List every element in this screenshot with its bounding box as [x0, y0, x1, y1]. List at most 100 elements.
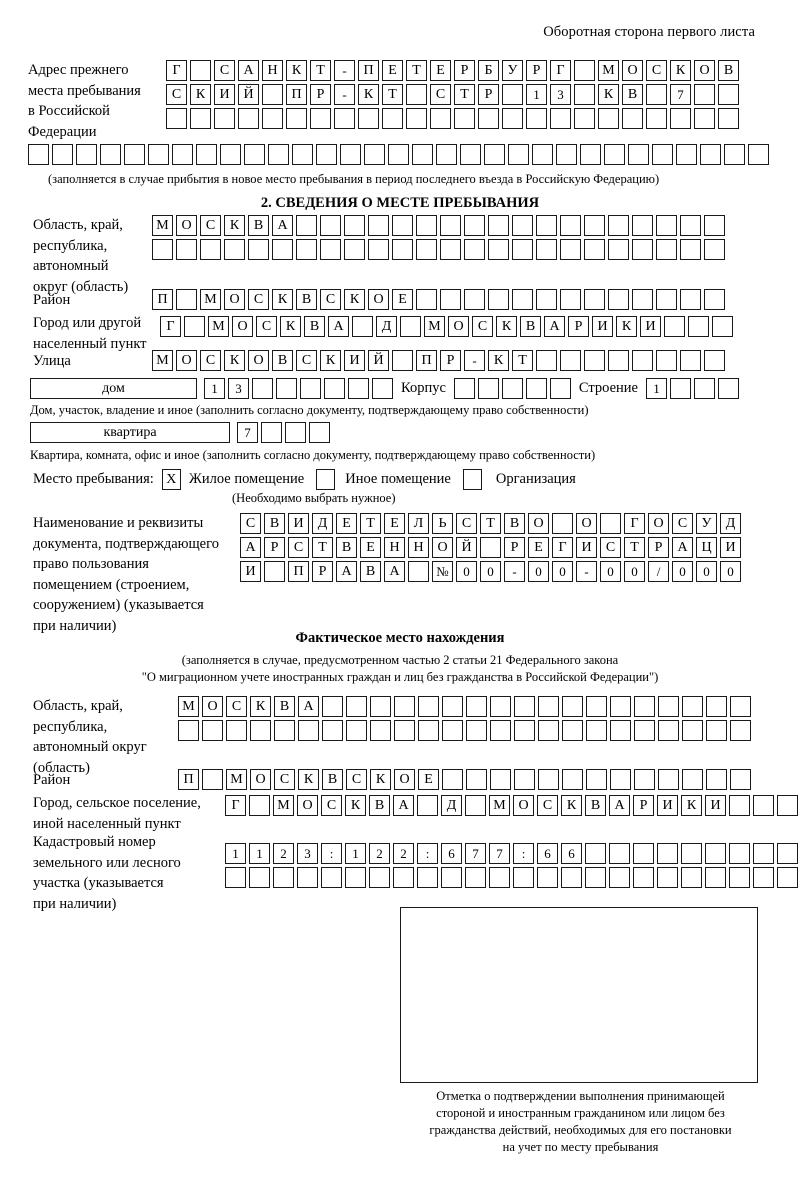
char-cell[interactable] [406, 84, 427, 105]
char-cell[interactable] [574, 60, 595, 81]
char-cell[interactable] [680, 350, 701, 371]
char-cell[interactable] [508, 144, 529, 165]
char-cell[interactable] [334, 108, 355, 129]
char-cell[interactable] [441, 867, 462, 888]
char-cell[interactable]: В [718, 60, 739, 81]
char-cell[interactable]: В [296, 289, 317, 310]
char-cell[interactable] [608, 350, 629, 371]
char-cell[interactable]: 0 [552, 561, 573, 582]
char-cell[interactable]: О [694, 60, 715, 81]
char-cell[interactable] [670, 108, 691, 129]
char-cell[interactable]: С [274, 769, 295, 790]
char-cell[interactable] [264, 561, 285, 582]
char-cell[interactable] [634, 720, 655, 741]
char-cell[interactable]: А [609, 795, 630, 816]
char-cell[interactable] [244, 144, 265, 165]
char-cell[interactable] [608, 289, 629, 310]
char-cell[interactable]: К [496, 316, 517, 337]
char-cell[interactable] [646, 108, 667, 129]
char-cell[interactable] [656, 239, 677, 260]
char-cell[interactable] [560, 289, 581, 310]
char-cell[interactable]: М [598, 60, 619, 81]
char-cell[interactable]: - [464, 350, 485, 371]
char-cell[interactable] [501, 378, 523, 399]
char-cell[interactable]: Р [440, 350, 461, 371]
char-cell[interactable] [324, 378, 345, 399]
char-cell[interactable]: О [648, 513, 669, 534]
char-cell[interactable]: М [152, 215, 173, 236]
char-cell[interactable] [584, 215, 605, 236]
char-cell[interactable]: 0 [456, 561, 477, 582]
char-cell[interactable] [225, 867, 246, 888]
char-cell[interactable] [400, 316, 421, 337]
char-cell[interactable]: - [576, 561, 597, 582]
char-cell[interactable]: С [240, 513, 261, 534]
char-cell[interactable]: Р [478, 84, 499, 105]
char-cell[interactable]: И [576, 537, 597, 558]
char-cell[interactable]: С [472, 316, 493, 337]
char-cell[interactable] [608, 215, 629, 236]
char-cell[interactable]: П [416, 350, 437, 371]
char-cell[interactable] [730, 696, 751, 717]
char-cell[interactable]: Е [430, 60, 451, 81]
char-cell[interactable] [453, 378, 475, 399]
char-cell[interactable]: С [166, 84, 187, 105]
char-cell[interactable] [28, 144, 49, 165]
char-cell[interactable]: В [304, 316, 325, 337]
char-cell[interactable] [417, 795, 438, 816]
char-cell[interactable] [184, 316, 205, 337]
char-cell[interactable]: О [297, 795, 318, 816]
char-cell[interactable] [321, 867, 342, 888]
char-cell[interactable] [436, 144, 457, 165]
char-cell[interactable]: А [272, 215, 293, 236]
char-cell[interactable]: 6 [441, 843, 462, 864]
char-cell[interactable] [478, 108, 499, 129]
char-cell[interactable] [512, 215, 533, 236]
char-cell[interactable]: Р [633, 795, 654, 816]
char-cell[interactable]: 1 [225, 843, 246, 864]
char-cell[interactable]: П [178, 769, 199, 790]
char-cell[interactable]: К [616, 316, 637, 337]
char-cell[interactable]: О [202, 696, 223, 717]
char-cell[interactable] [730, 769, 751, 790]
char-cell[interactable] [442, 769, 463, 790]
char-cell[interactable] [688, 316, 709, 337]
char-cell[interactable]: Т [454, 84, 475, 105]
char-cell[interactable] [502, 108, 523, 129]
char-cell[interactable]: К [250, 696, 271, 717]
char-cell[interactable] [586, 720, 607, 741]
char-cell[interactable] [777, 795, 798, 816]
char-cell[interactable]: 7 [465, 843, 486, 864]
char-cell[interactable]: / [648, 561, 669, 582]
char-cell[interactable] [652, 144, 673, 165]
char-cell[interactable] [704, 350, 725, 371]
char-cell[interactable] [388, 144, 409, 165]
char-cell[interactable] [664, 316, 685, 337]
char-cell[interactable] [632, 289, 653, 310]
char-cell[interactable] [416, 289, 437, 310]
char-cell[interactable]: П [288, 561, 309, 582]
char-cell[interactable]: 1 [204, 378, 225, 399]
char-cell[interactable] [502, 84, 523, 105]
char-cell[interactable]: Е [382, 60, 403, 81]
char-cell[interactable]: С [200, 350, 221, 371]
char-cell[interactable] [368, 215, 389, 236]
char-cell[interactable] [608, 239, 629, 260]
char-cell[interactable] [634, 696, 655, 717]
char-cell[interactable] [52, 144, 73, 165]
char-cell[interactable] [276, 378, 297, 399]
char-cell[interactable] [252, 378, 273, 399]
char-cell[interactable] [440, 289, 461, 310]
char-cell[interactable]: Д [376, 316, 397, 337]
char-cell[interactable]: С [226, 696, 247, 717]
char-cell[interactable]: О [432, 537, 453, 558]
char-cell[interactable] [394, 720, 415, 741]
char-cell[interactable] [681, 843, 702, 864]
char-cell[interactable] [392, 350, 413, 371]
char-cell[interactable] [753, 795, 774, 816]
char-cell[interactable]: С [214, 60, 235, 81]
char-cell[interactable] [370, 720, 391, 741]
char-cell[interactable] [706, 720, 727, 741]
char-cell[interactable]: 2 [393, 843, 414, 864]
char-cell[interactable] [586, 769, 607, 790]
